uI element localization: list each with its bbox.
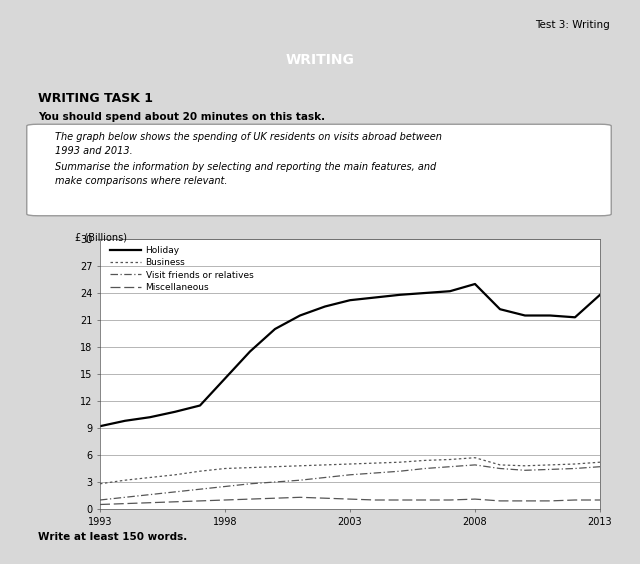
Text: £ (Billions): £ (Billions)	[75, 232, 127, 242]
Text: WRITING: WRITING	[285, 54, 355, 68]
Text: 1993 and 2013.: 1993 and 2013.	[55, 146, 132, 156]
Text: The graph below shows the spending of UK residents on visits abroad between: The graph below shows the spending of UK…	[55, 132, 442, 142]
Text: Summarise the information by selecting and reporting the main features, and: Summarise the information by selecting a…	[55, 162, 436, 172]
Text: Write at least 150 words.: Write at least 150 words.	[38, 532, 188, 542]
Text: WRITING TASK 1: WRITING TASK 1	[38, 92, 153, 105]
Legend: Holiday, Business, Visit friends or relatives, Miscellaneous: Holiday, Business, Visit friends or rela…	[109, 246, 253, 292]
Text: You should spend about 20 minutes on this task.: You should spend about 20 minutes on thi…	[38, 112, 325, 122]
Text: Test 3: Writing: Test 3: Writing	[535, 20, 610, 30]
FancyBboxPatch shape	[27, 124, 611, 216]
Text: make comparisons where relevant.: make comparisons where relevant.	[55, 176, 227, 186]
